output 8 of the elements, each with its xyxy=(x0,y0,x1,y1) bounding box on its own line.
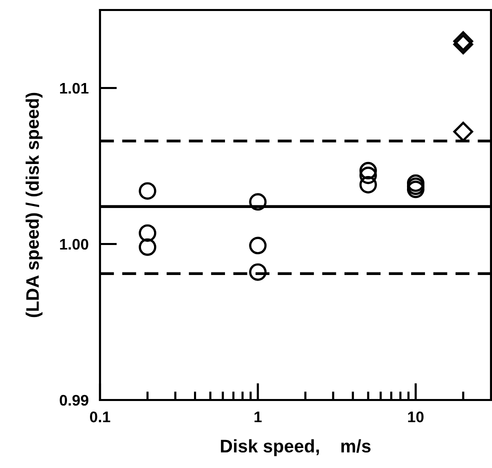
y-axis-title: (LDA speed) / (disk speed) xyxy=(26,92,42,318)
y-tick-label: 0.99 xyxy=(60,394,88,406)
x-tick-label: 1 xyxy=(254,412,262,422)
y-tick-label: 1.00 xyxy=(60,238,88,250)
x-tick-label: 0.1 xyxy=(90,412,110,422)
x-tick-label: 10 xyxy=(408,412,424,422)
y-tick-label: 1.01 xyxy=(60,82,88,94)
x-axis-title: Disk speed, m/s xyxy=(220,439,371,456)
